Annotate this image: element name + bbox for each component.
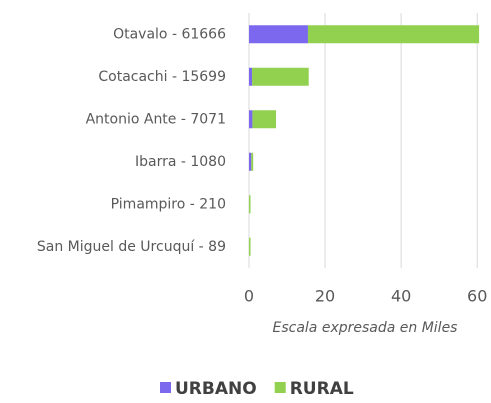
y-tick-label: Otavalo - 61666 (113, 26, 226, 42)
bar-segment (251, 152, 254, 171)
legend-label: URBANO (175, 379, 257, 399)
bar-segment (252, 67, 309, 86)
bar-segment (252, 110, 277, 129)
bar-segment (249, 152, 252, 171)
x-tick-label: 60 (467, 287, 487, 306)
y-tick-label: San Miguel de Urcuquí - 89 (37, 239, 226, 255)
bar-segment (307, 25, 480, 44)
y-tick-label: Antonio Ante - 7071 (86, 111, 226, 127)
bar-segment (249, 195, 251, 214)
x-tick-label: 0 (244, 287, 254, 306)
x-tick-label: 40 (391, 287, 411, 306)
legend-swatch (160, 382, 171, 393)
y-tick-label: Cotacachi - 15699 (98, 69, 226, 85)
bar-segment (249, 25, 308, 44)
x-axis-title: Escala expresada en Miles (273, 320, 458, 336)
x-tick-label: 20 (315, 287, 335, 306)
y-tick-label: Pimampiro - 210 (111, 196, 226, 212)
bar-segment (249, 110, 253, 129)
legend-label: RURAL (290, 379, 354, 399)
legend-swatch (274, 382, 286, 393)
y-tick-label: Ibarra - 1080 (135, 154, 226, 170)
bar-segment (249, 67, 253, 86)
bar-segment (249, 237, 251, 256)
